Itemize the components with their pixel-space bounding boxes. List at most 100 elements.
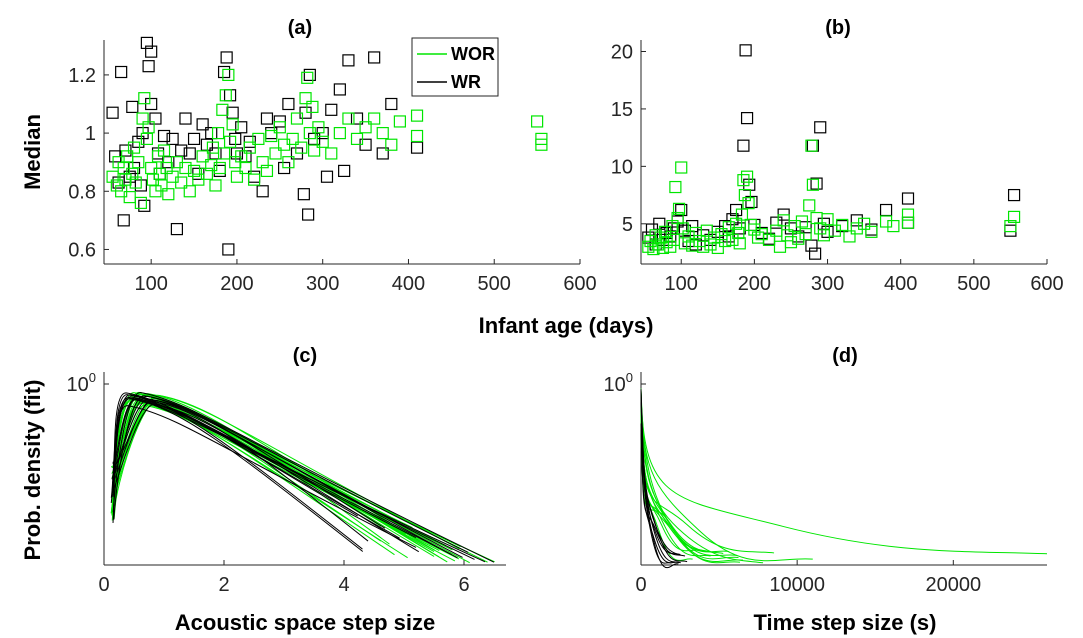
- x-tick-label-c: 2: [218, 574, 229, 596]
- data-point-wor: [814, 222, 827, 235]
- density-curve-wr: [112, 394, 363, 550]
- y-tick-label-b: 5: [622, 214, 633, 236]
- data-point-wor: [126, 167, 139, 180]
- data-point-wor: [155, 179, 168, 192]
- data-point-wr: [303, 68, 316, 82]
- data-point-wor: [732, 226, 745, 240]
- data-point-wr: [745, 195, 758, 209]
- data-point-wor: [129, 176, 142, 189]
- data-point-wor: [689, 226, 702, 240]
- data-point-wr: [740, 112, 754, 125]
- data-point-wor: [803, 199, 816, 212]
- legend: WOR WR: [411, 37, 499, 97]
- data-point-wr: [338, 164, 351, 178]
- data-point-wr: [223, 89, 237, 102]
- data-point-wr: [739, 44, 752, 57]
- data-point-wor: [301, 71, 314, 84]
- plot-area-b: 100 200 300 400 500 600 5 10 15 20: [611, 40, 1064, 295]
- data-point-wr: [183, 147, 196, 160]
- density-curve-wor: [640, 434, 744, 562]
- density-curve-wor: [111, 399, 391, 526]
- data-point-wor: [858, 217, 871, 230]
- y-tick-label-a: 1.2: [68, 65, 96, 87]
- data-point-wr: [239, 150, 252, 163]
- data-point-wr: [179, 112, 192, 125]
- x-tick-label-b: 500: [957, 273, 990, 295]
- data-point-wor: [132, 156, 145, 169]
- x-tick-label-a: 400: [392, 273, 425, 295]
- data-point-wr: [814, 121, 827, 134]
- data-point-wor: [222, 68, 235, 82]
- data-point-wr: [368, 51, 381, 64]
- x-tick-label-b: 300: [811, 273, 844, 295]
- x-tick-label-d: 10000: [769, 574, 825, 596]
- data-point-wr: [142, 60, 155, 73]
- data-point-wr: [256, 185, 269, 198]
- data-point-wr: [342, 54, 355, 67]
- series-wr-a: [106, 36, 424, 256]
- x-tick-label-c: 0: [98, 574, 109, 596]
- data-point-wor: [187, 164, 201, 178]
- data-point-wor: [106, 170, 119, 183]
- data-point-wor: [230, 170, 244, 183]
- data-point-wor: [376, 126, 389, 140]
- data-point-wor: [134, 196, 147, 210]
- data-point-wor: [806, 178, 820, 191]
- data-point-wor: [260, 164, 274, 178]
- data-point-wor: [715, 228, 728, 241]
- data-point-wr: [901, 192, 915, 205]
- panel-a-ylabel: Median: [20, 114, 45, 190]
- data-point-wr: [726, 213, 739, 226]
- plot-area-d: 0 10000 20000 100: [604, 370, 1048, 596]
- data-point-wor: [282, 156, 295, 169]
- data-point-wor: [219, 89, 232, 102]
- data-point-wor: [700, 224, 713, 237]
- data-point-wor: [737, 174, 750, 187]
- data-point-wor: [742, 197, 755, 210]
- data-point-wr: [686, 219, 699, 233]
- data-point-wor: [664, 240, 677, 253]
- density-curve-wr: [640, 402, 672, 564]
- panel-d-xlabel: Time step size (s): [754, 610, 937, 635]
- data-point-wr: [205, 126, 218, 140]
- data-point-wr: [157, 129, 171, 143]
- x-tick-label-a: 300: [306, 273, 339, 295]
- data-point-wor: [325, 147, 338, 160]
- series-wr-d: [640, 389, 688, 569]
- density-curve-wor: [112, 404, 395, 556]
- data-point-wor: [252, 132, 265, 146]
- x-tick-label-b: 400: [884, 273, 917, 295]
- legend-label-wor: WOR: [451, 44, 495, 64]
- data-point-wr: [117, 214, 130, 227]
- data-point-wor: [127, 141, 141, 154]
- data-point-wor: [213, 161, 226, 175]
- data-point-wor: [140, 132, 153, 146]
- data-point-wor: [138, 92, 151, 105]
- data-point-wor: [901, 216, 915, 229]
- data-point-wor: [385, 138, 398, 151]
- data-point-wr: [175, 144, 188, 157]
- data-point-wor: [799, 228, 812, 241]
- data-point-wr: [217, 65, 231, 79]
- data-point-wr: [196, 118, 209, 131]
- data-point-wr: [247, 170, 261, 183]
- panel-d: (d) Time step size (s) 0 10000 20000 100: [604, 345, 1048, 635]
- data-point-wor: [256, 156, 269, 169]
- density-curve-wr: [112, 400, 369, 542]
- data-point-wor: [1004, 219, 1017, 233]
- y-tick-label-b: 15: [611, 99, 633, 121]
- data-point-wor: [836, 218, 849, 232]
- data-point-wr: [675, 203, 688, 217]
- data-point-wr: [302, 208, 315, 221]
- panel-a: (a) Median 100 200 300 400 500 6000.60.811.2 …: [20, 17, 597, 295]
- x-tick-label-d: 0: [635, 574, 646, 596]
- data-point-wor: [196, 150, 209, 163]
- data-point-wor: [711, 241, 724, 255]
- data-point-wor: [805, 139, 818, 152]
- density-curve-wor: [640, 421, 701, 552]
- data-point-wr: [385, 97, 398, 111]
- density-curve-wor: [110, 402, 408, 559]
- data-point-wr: [140, 36, 153, 50]
- data-point-wr: [106, 106, 119, 119]
